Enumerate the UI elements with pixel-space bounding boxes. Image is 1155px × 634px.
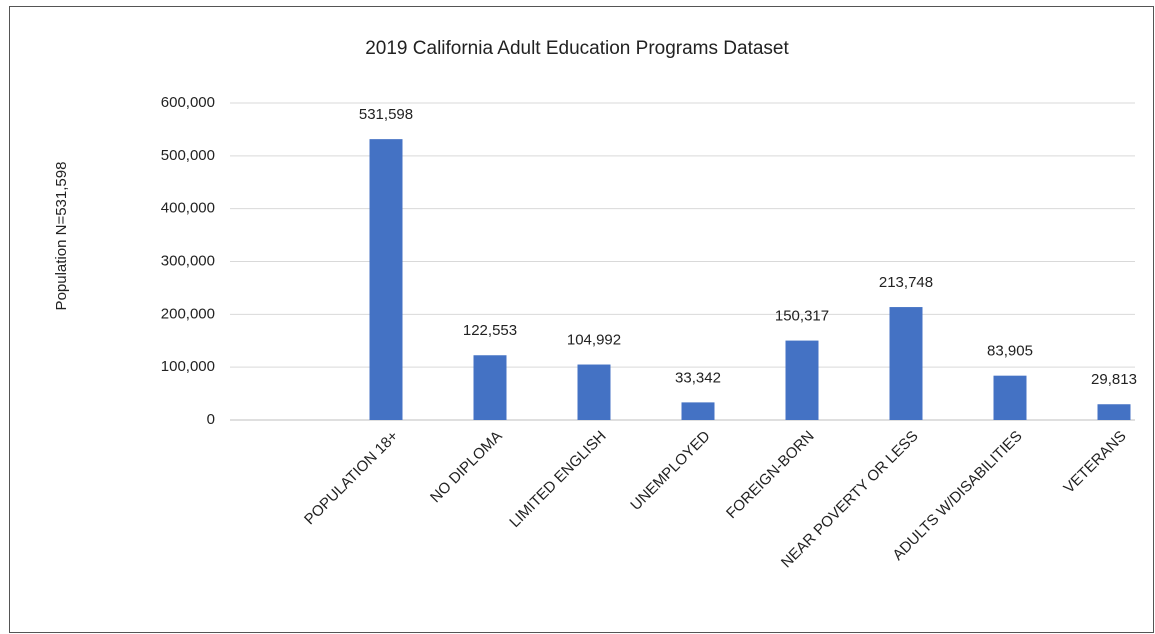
chart-title: 2019 California Adult Education Programs… (365, 38, 789, 59)
y-tick-label: 500,000 (161, 147, 215, 164)
bar (785, 340, 819, 420)
data-label: 213,748 (879, 274, 933, 291)
y-tick-label: 200,000 (161, 305, 215, 322)
bar (993, 375, 1027, 420)
bar (889, 307, 923, 420)
y-tick-label: 0 (207, 411, 215, 428)
data-label: 33,342 (675, 369, 721, 386)
data-label: 531,598 (359, 106, 413, 123)
y-tick-label: 400,000 (161, 200, 215, 217)
y-tick-label: 100,000 (161, 358, 215, 375)
data-label: 83,905 (987, 343, 1033, 360)
bar (577, 364, 611, 420)
bar (473, 355, 507, 420)
y-axis-title: Population N=531,598 (53, 162, 70, 311)
y-tick-label: 600,000 (161, 94, 215, 111)
bar (681, 402, 715, 420)
bar (1097, 404, 1131, 420)
data-label: 122,553 (463, 322, 517, 339)
chart-border (9, 6, 1154, 633)
data-label: 150,317 (775, 308, 829, 325)
bar (369, 139, 403, 421)
data-label: 104,992 (567, 331, 621, 348)
data-label: 29,813 (1091, 371, 1137, 388)
y-tick-label: 300,000 (161, 252, 215, 269)
